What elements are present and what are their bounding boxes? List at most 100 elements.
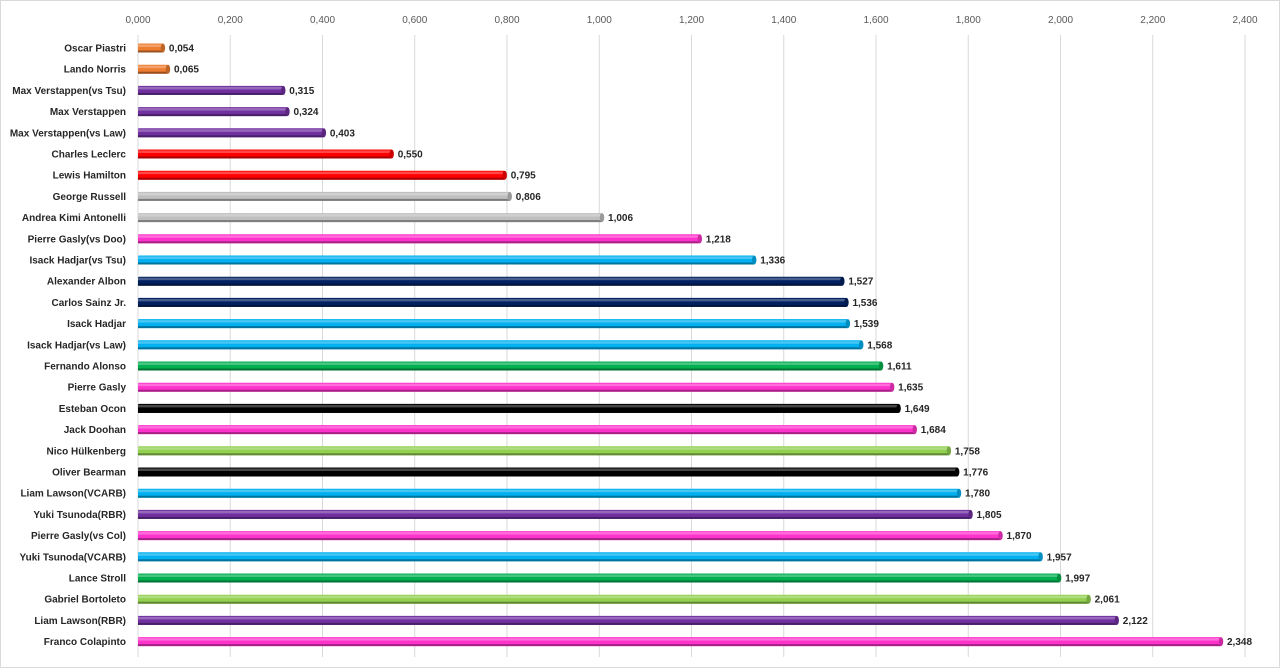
bar (138, 488, 962, 498)
category-label: Gabriel Bortoleto (44, 595, 126, 606)
bar-highlight (138, 129, 324, 132)
bar (138, 297, 849, 307)
bars (138, 43, 1224, 647)
bar-highlight (138, 426, 915, 429)
category-label: Isack Hadjar(vs Law) (27, 340, 126, 351)
x-tick-label: 2,200 (1140, 15, 1165, 26)
bar-cap (507, 191, 512, 201)
bar-shadow (138, 71, 168, 74)
bar-highlight (138, 574, 1060, 577)
data-label: 1,568 (867, 340, 892, 351)
bar-cap (285, 107, 290, 117)
bar-shadow (138, 347, 862, 350)
bar-highlight (138, 214, 603, 217)
bar (138, 467, 960, 477)
category-label: Max Verstappen (50, 107, 126, 118)
data-label: 1,780 (965, 489, 990, 500)
category-label: Lance Stroll (69, 574, 126, 585)
data-label: 1,870 (1007, 531, 1032, 542)
bar-highlight (138, 44, 163, 47)
bar-cap (968, 509, 973, 519)
data-label: 0,324 (293, 107, 318, 118)
bar (138, 552, 1043, 562)
category-label: Oliver Bearman (52, 468, 126, 479)
x-tick-label: 2,400 (1232, 15, 1257, 26)
x-tick-label: 1,600 (863, 15, 888, 26)
category-label: Jack Doohan (64, 425, 126, 436)
data-label: 1,527 (848, 277, 873, 288)
x-tick-label: 0,400 (310, 15, 335, 26)
data-label: 1,805 (977, 510, 1002, 521)
bar-cap (599, 213, 605, 223)
bar (138, 149, 394, 159)
data-label: 0,806 (516, 192, 541, 203)
bar-shadow (138, 601, 1089, 604)
data-label: 0,065 (174, 65, 199, 76)
category-label: Nico Hülkenberg (47, 446, 126, 457)
bar-shadow (138, 92, 284, 95)
bar-cap (160, 43, 166, 53)
category-label: Esteban Ocon (59, 404, 126, 415)
bar (138, 361, 884, 371)
x-tick-label: 1,200 (679, 15, 704, 26)
data-label: 0,054 (169, 44, 194, 55)
data-label: 0,550 (398, 150, 423, 161)
data-label: 1,649 (905, 404, 930, 415)
data-labels: 0,054 0,065 0,315 0,324 0,403 0,550 0,795 0,806… (169, 44, 1253, 649)
bar-cap (697, 234, 703, 244)
data-label: 1,536 (852, 298, 877, 309)
x-tick-label: 0,800 (494, 15, 519, 26)
bar-highlight (138, 489, 960, 493)
bar-highlight (138, 341, 862, 344)
x-axis-tick-labels: 0,000 0,200 0,400 0,600 0,800 1,000 1,200 1,400… (125, 15, 1257, 26)
bar-shadow (138, 495, 960, 498)
bar-highlight (138, 468, 958, 471)
bar-highlight (138, 383, 893, 387)
category-label: Charles Leclerc (52, 150, 127, 161)
bar-cap (1086, 594, 1091, 604)
category-label: Franco Colapinto (44, 637, 126, 648)
category-label: Liam Lawson(RBR) (34, 616, 126, 627)
bar (138, 446, 952, 456)
data-label: 0,315 (289, 86, 314, 97)
bar-highlight (138, 553, 1041, 556)
bar-shadow (138, 559, 1041, 562)
category-label: George Russell (53, 192, 127, 203)
bar-cap (956, 488, 962, 498)
bar-shadow (138, 644, 1222, 647)
bar-highlight (138, 510, 971, 514)
category-label: Lewis Hamilton (53, 171, 126, 182)
data-label: 2,348 (1227, 637, 1252, 648)
bar-shadow (138, 622, 1117, 625)
bar-highlight (138, 298, 847, 302)
data-label: 1,758 (955, 446, 980, 457)
bar-shadow (138, 50, 163, 53)
category-label: Pierre Gasly(vs Doo) (28, 234, 126, 245)
data-label: 2,061 (1095, 595, 1120, 606)
x-tick-label: 0,200 (218, 15, 243, 26)
bar-shadow (138, 516, 971, 519)
bar-shadow (138, 114, 288, 117)
bar (138, 573, 1062, 583)
bar-shadow (138, 474, 958, 477)
bar-shadow (138, 177, 505, 180)
bar-cap (502, 170, 507, 180)
bar-highlight (138, 638, 1222, 641)
bar-highlight (138, 362, 882, 365)
data-label: 1,611 (887, 362, 912, 373)
category-label: Pierre Gasly (68, 383, 127, 394)
bar-cap (859, 340, 864, 350)
bar-highlight (138, 192, 510, 196)
bar-shadow (138, 220, 603, 223)
bar (138, 85, 286, 95)
bar (138, 234, 703, 244)
bar-shadow (138, 198, 510, 201)
bar-highlight (138, 595, 1089, 599)
bar-shadow (138, 304, 847, 307)
bar-cap (878, 361, 884, 371)
category-label: Max Verstappen(vs Law) (10, 128, 126, 139)
bar (138, 425, 917, 435)
bar-highlight (138, 150, 392, 153)
bar-cap (321, 128, 327, 138)
